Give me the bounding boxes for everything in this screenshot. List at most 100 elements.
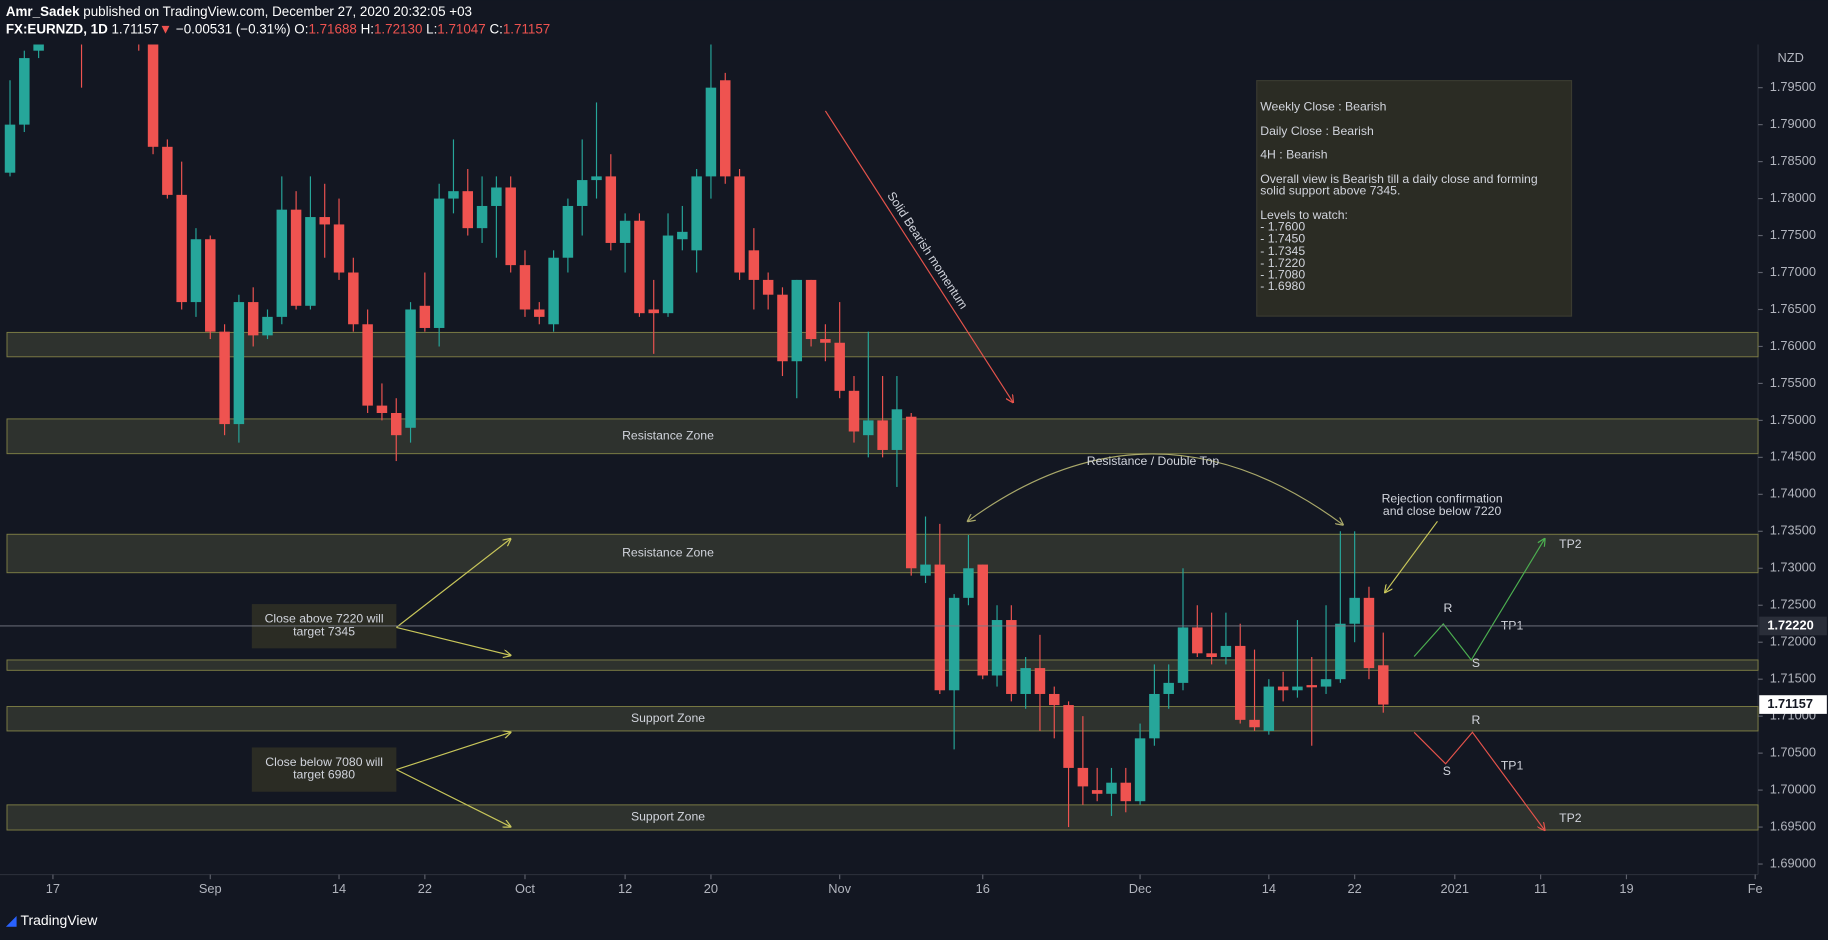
info-line: - 1.7080 xyxy=(1260,268,1305,282)
candle-body xyxy=(777,294,788,362)
candle-body xyxy=(405,309,416,428)
author: Amr_Sadek xyxy=(6,3,80,18)
l: 1.71047 xyxy=(437,21,485,36)
candle-body xyxy=(1292,686,1303,691)
candle-body xyxy=(920,564,931,576)
note-text: Close below 7080 will xyxy=(265,755,383,769)
candle-body xyxy=(1034,668,1046,694)
x-tick-label: 17 xyxy=(46,881,60,896)
candle-body xyxy=(1320,679,1332,687)
candle-body xyxy=(963,568,974,598)
c-label: C: xyxy=(489,21,502,36)
candle-body xyxy=(820,339,831,343)
brand: TradingView xyxy=(20,912,98,928)
y-tick-label: 1.73000 xyxy=(1770,560,1816,575)
candle-body xyxy=(1234,645,1246,720)
double-top-arc xyxy=(968,453,1343,525)
info-box xyxy=(1256,80,1573,317)
candle-body xyxy=(991,620,1003,676)
candle-body xyxy=(1277,686,1289,691)
l-label: L: xyxy=(426,21,437,36)
candle-body xyxy=(1306,685,1317,688)
candle-body xyxy=(433,198,445,328)
candle-body xyxy=(648,309,659,314)
price-marker-box xyxy=(1759,616,1827,636)
y-tick-label: 1.70500 xyxy=(1770,745,1816,760)
candle-body xyxy=(1091,790,1103,794)
s-label: S xyxy=(1443,764,1451,778)
price-marker-box xyxy=(1759,695,1827,714)
bull-path xyxy=(1413,539,1545,662)
bear-path xyxy=(1413,731,1545,830)
info-line: 4H : Bearish xyxy=(1260,147,1328,161)
x-tick-label: 12 xyxy=(618,881,632,896)
candle-body xyxy=(662,235,674,314)
symbol: FX:EURNZD, 1D xyxy=(6,21,108,36)
rejection-arrow xyxy=(1385,520,1438,592)
tp1-label: TP1 xyxy=(1501,618,1524,632)
currency-label: NZD xyxy=(1778,50,1804,65)
h-label: H: xyxy=(361,21,374,36)
candle-body xyxy=(762,279,774,295)
candle-body xyxy=(619,220,631,243)
info-line: - 1.7450 xyxy=(1260,231,1305,245)
r-label: R xyxy=(1444,601,1453,615)
y-tick-label: 1.73500 xyxy=(1770,523,1816,538)
x-tick-label: 11 xyxy=(1534,881,1547,896)
tp1-label: TP1 xyxy=(1501,758,1524,772)
x-tick-label: 2021 xyxy=(1441,881,1470,896)
candle-body xyxy=(848,390,860,432)
candle-body xyxy=(1378,665,1389,705)
info-line: - 1.7600 xyxy=(1260,220,1305,234)
note-arrow xyxy=(396,626,510,655)
candle-body xyxy=(305,217,316,306)
rejection-label: and close below 7220 xyxy=(1383,504,1502,518)
candle-body xyxy=(33,44,44,51)
y-tick-label: 1.74000 xyxy=(1770,486,1816,501)
candle-body xyxy=(276,209,288,317)
note-arrow xyxy=(396,732,510,771)
candle-body xyxy=(720,80,731,177)
candle-body xyxy=(705,87,717,177)
candle-body xyxy=(534,309,545,317)
candle-body xyxy=(247,302,259,336)
candle-body xyxy=(462,191,474,229)
candle-body xyxy=(1349,597,1360,624)
footer-brand: ◢ TradingView xyxy=(6,912,98,928)
momentum-arrow xyxy=(824,110,1013,402)
s-label: S xyxy=(1472,656,1480,670)
drawings: Solid Bearish momentum Resistance / Doub… xyxy=(251,80,1582,831)
candle-body xyxy=(4,124,16,173)
candle-body xyxy=(519,265,531,310)
price-marker-label: 1.71157 xyxy=(1767,696,1813,711)
y-tick-label: 1.74500 xyxy=(1770,449,1816,464)
arrow: ▼ xyxy=(159,21,172,36)
candle-body xyxy=(262,316,273,336)
candle-body xyxy=(576,180,588,206)
candle-body xyxy=(677,231,688,240)
candle-body xyxy=(476,205,488,229)
double-top-label: Resistance / Double Top xyxy=(1087,454,1220,468)
candle-body xyxy=(290,209,302,306)
candle-body xyxy=(1177,627,1189,683)
y-tick-label: 1.69500 xyxy=(1770,818,1816,833)
candle-body xyxy=(905,416,917,569)
candle-body xyxy=(1192,627,1203,654)
zone-label: Support Zone xyxy=(631,810,705,824)
tp2-label: TP2 xyxy=(1559,537,1582,551)
info-line: - 1.7220 xyxy=(1260,256,1305,270)
rejection-label: Rejection confirmation xyxy=(1382,491,1503,505)
candle-body xyxy=(548,257,559,325)
o-label: O: xyxy=(294,21,308,36)
info-line: - 1.6980 xyxy=(1260,279,1305,293)
candle-body xyxy=(419,305,431,328)
candle-body xyxy=(205,239,216,332)
candle-body xyxy=(190,239,202,303)
logo: ◢ xyxy=(6,912,17,928)
info-line: Weekly Close : Bearish xyxy=(1260,100,1386,114)
candle-body xyxy=(176,194,187,303)
last: 1.71157 xyxy=(111,21,158,36)
published: published on TradingView.com, December 2… xyxy=(83,3,472,18)
y-tick-label: 1.78500 xyxy=(1770,153,1816,168)
candle-body xyxy=(362,324,373,406)
